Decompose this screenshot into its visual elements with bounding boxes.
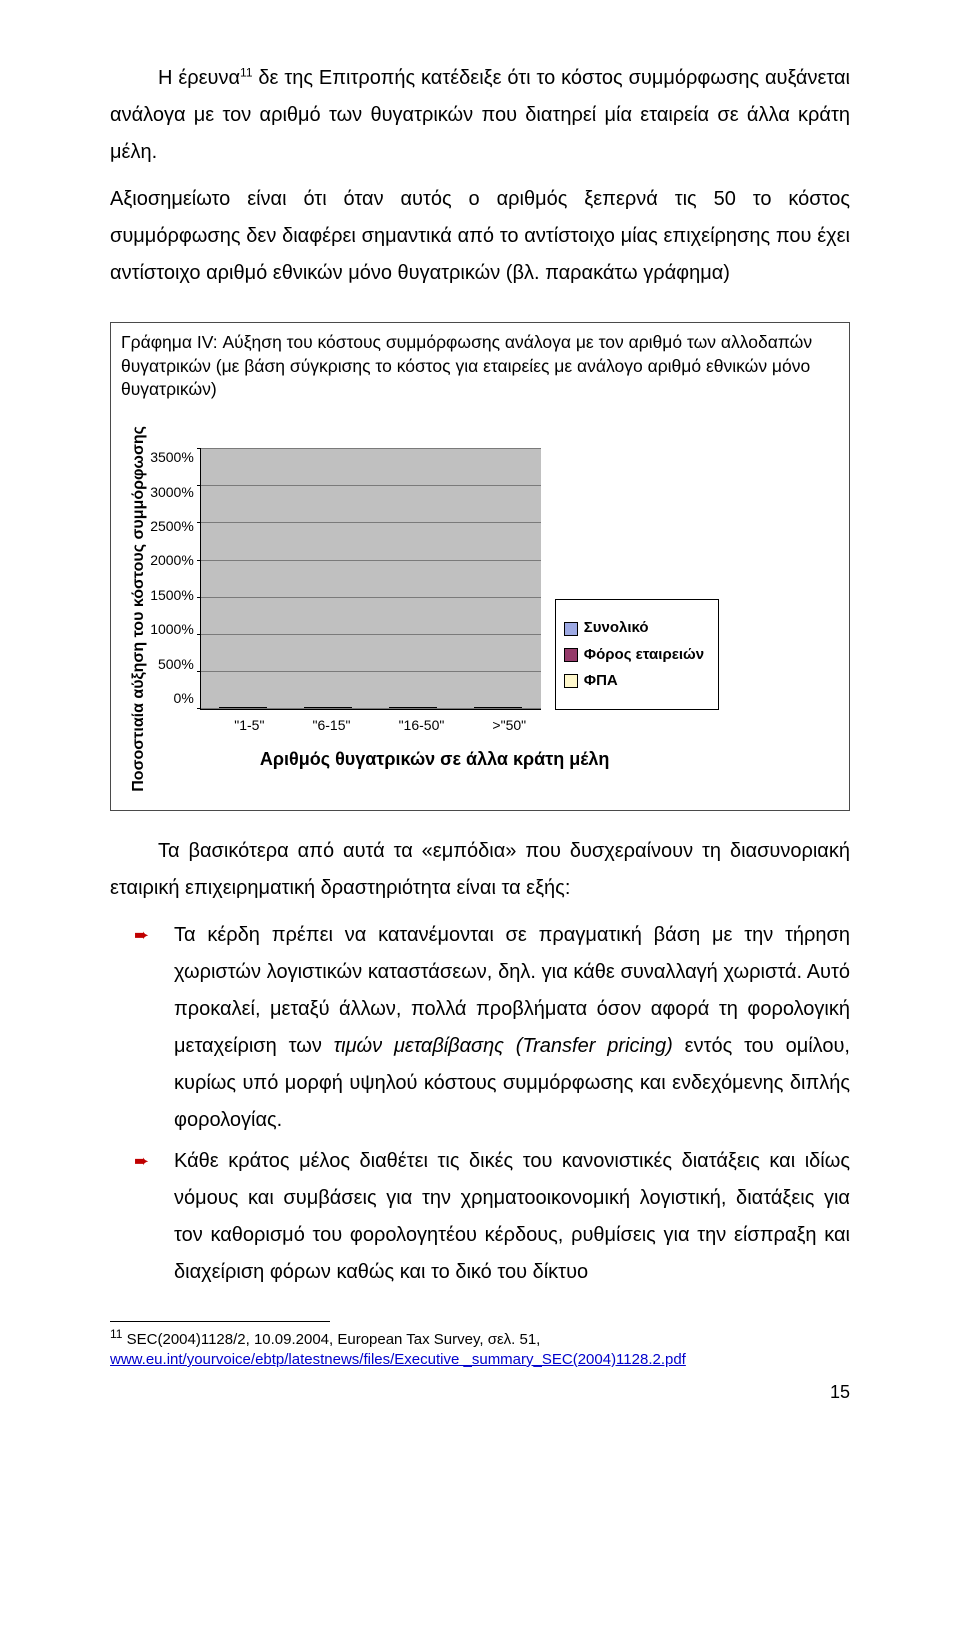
y-tick <box>197 448 201 449</box>
figure-caption: Γράφημα IV: Αύξηση του κόστους συμμόρφωσ… <box>121 331 839 408</box>
legend-swatch <box>564 622 578 636</box>
legend-item: Συνολικό <box>564 618 704 638</box>
grid-line <box>201 634 541 635</box>
grid-line <box>201 485 541 486</box>
y-tick-label: 3000% <box>150 483 194 502</box>
legend: Συνολικό Φόρος εταιρειών ΦΠΑ <box>555 599 719 710</box>
x-axis-labels: "1-5" "6-15" "16-50" >"50" <box>210 716 550 735</box>
plot-column: 3500% 3000% 2500% 2000% 1500% 1000% 500% 0% Συν… <box>150 446 719 771</box>
y-tick <box>197 485 201 486</box>
plot-area <box>200 449 541 710</box>
bullet-arrow-icon: ➨ <box>154 1145 174 1178</box>
y-tick-label: 1000% <box>150 620 194 639</box>
y-tick <box>197 560 201 561</box>
bullet-2: ➨Κάθε κράτος μέλος διαθέτει τις δικές το… <box>110 1143 850 1291</box>
grid-line <box>201 448 541 449</box>
legend-swatch <box>564 674 578 688</box>
bullet-arrow-icon: ➨ <box>154 919 174 952</box>
y-axis-title: Ποσοστιαία αύξηση του κόστους συμμόρφωση… <box>127 426 150 792</box>
grid-line <box>201 708 541 709</box>
y-tick <box>197 671 201 672</box>
paragraph-3: Τα βασικότερα από αυτά τα «εμπόδια» που … <box>110 833 850 907</box>
grid-line <box>201 522 541 523</box>
grid-line <box>201 671 541 672</box>
bullet-1: ➨Τα κέρδη πρέπει να κατανέμονται σε πραγ… <box>110 917 850 1139</box>
paragraph-2: Αξιοσημείωτο είναι ότι όταν αυτός ο αριθ… <box>110 181 850 292</box>
legend-item: Φόρος εταιρειών <box>564 645 704 665</box>
y-tick <box>197 597 201 598</box>
legend-label: Συνολικό <box>584 618 649 638</box>
y-tick <box>197 522 201 523</box>
figure-container: Γράφημα IV: Αύξηση του κόστους συμμόρφωσ… <box>110 322 850 811</box>
bullet-2-text: Κάθε κράτος μέλος διαθέτει τις δικές του… <box>174 1150 850 1283</box>
y-tick-label: 2000% <box>150 551 194 570</box>
document-page: Η έρευνα11 δε της Επιτροπής κατέδειξε ότ… <box>0 0 960 1443</box>
footnote-11: 11 SEC(2004)1128/2, 10.09.2004, European… <box>110 1326 850 1371</box>
grid-line <box>201 597 541 598</box>
legend-swatch <box>564 648 578 662</box>
paragraph-1: Η έρευνα11 δε της Επιτροπής κατέδειξε ότ… <box>110 60 850 171</box>
body-after-chart: Τα βασικότερα από αυτά τα «εμπόδια» που … <box>110 833 850 1291</box>
grid-line <box>201 560 541 561</box>
x-tick-label: "1-5" <box>234 716 264 735</box>
legend-label: Φόρος εταιρειών <box>584 645 704 665</box>
legend-item: ΦΠΑ <box>564 671 704 691</box>
x-axis-title: Αριθμός θυγατρικών σε άλλα κράτη μέλη <box>150 747 719 771</box>
x-tick-label: >"50" <box>492 716 526 735</box>
y-tick <box>197 708 201 709</box>
x-tick-label: "16-50" <box>399 716 445 735</box>
footnote-link[interactable]: www.eu.int/yourvoice/ebtp/latestnews/fil… <box>110 1351 686 1368</box>
x-tick-label: "6-15" <box>313 716 351 735</box>
footnote-text: SEC(2004)1128/2, 10.09.2004, European Ta… <box>122 1331 540 1348</box>
footnote-separator <box>110 1321 330 1322</box>
y-tick-label: 500% <box>150 655 194 674</box>
bullet-1-italic: τιμών μεταβίβασης (Transfer pricing) <box>334 1035 673 1057</box>
y-tick <box>197 634 201 635</box>
footnote-ref-11: 11 <box>240 65 252 79</box>
footnote-number: 11 <box>110 1327 122 1341</box>
y-tick-label: 2500% <box>150 517 194 536</box>
y-tick-label: 3500% <box>150 448 194 467</box>
y-tick-label: 1500% <box>150 586 194 605</box>
y-tick-label: 0% <box>150 689 194 708</box>
legend-label: ΦΠΑ <box>584 671 618 691</box>
y-axis-labels: 3500% 3000% 2500% 2000% 1500% 1000% 500% 0% <box>150 446 200 710</box>
page-number: 15 <box>110 1382 850 1403</box>
plot-row: 3500% 3000% 2500% 2000% 1500% 1000% 500% 0% Συν… <box>150 446 719 710</box>
bar-chart: Ποσοστιαία αύξηση του κόστους συμμόρφωση… <box>121 408 839 810</box>
